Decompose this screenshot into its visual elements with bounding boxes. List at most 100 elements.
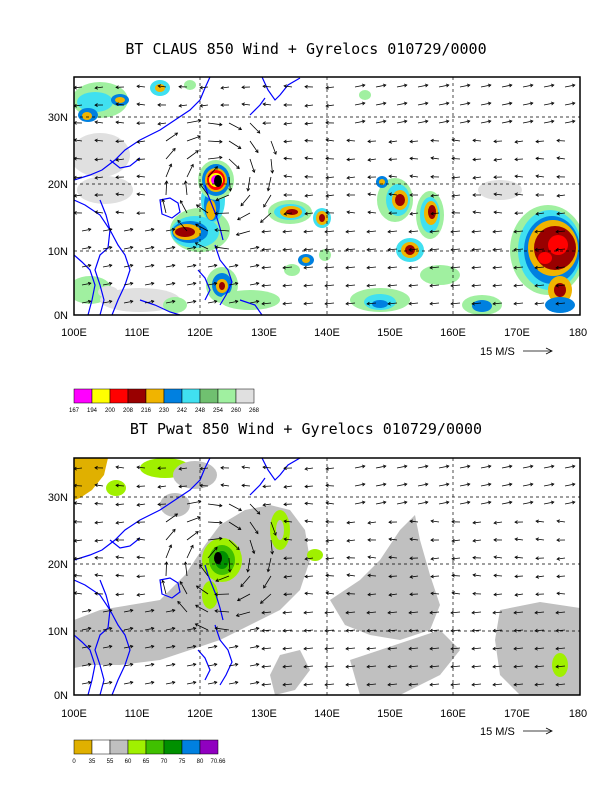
wind-vector bbox=[325, 575, 335, 577]
wind-vector-head bbox=[325, 156, 329, 161]
wind-vector-head bbox=[177, 600, 181, 605]
wind-vector bbox=[325, 665, 335, 668]
wind-vector-head bbox=[382, 119, 387, 124]
colorbar-swatch bbox=[163, 739, 183, 755]
wind-vector-head bbox=[450, 682, 454, 687]
wind-vector bbox=[247, 557, 251, 572]
wind-vector bbox=[514, 665, 524, 668]
wind-vector-head bbox=[256, 511, 261, 515]
wind-vector bbox=[543, 465, 554, 469]
wind-vector-head bbox=[136, 484, 140, 489]
colorbar-label: 194 bbox=[87, 408, 98, 414]
wind-vector-head bbox=[172, 147, 176, 152]
wind-vector-head bbox=[472, 555, 476, 560]
wind-vector-head bbox=[366, 664, 370, 669]
wind-vector bbox=[388, 302, 398, 305]
wind-vector bbox=[179, 581, 188, 595]
wind-vector-head bbox=[94, 501, 98, 506]
wind-vector-head bbox=[214, 546, 218, 551]
wind-vector-head bbox=[195, 223, 199, 228]
wind-vector bbox=[354, 84, 365, 88]
wind-vector bbox=[228, 645, 238, 649]
wind-vector bbox=[564, 102, 575, 106]
wind-vector bbox=[367, 302, 377, 305]
wind-vector-head bbox=[190, 163, 194, 168]
wind-vector-head bbox=[237, 145, 242, 149]
wind-vector-head bbox=[430, 174, 434, 179]
wind-vector bbox=[186, 681, 196, 685]
wind-vector-head bbox=[429, 265, 433, 270]
wind-vector bbox=[81, 246, 91, 250]
wind-vector-head bbox=[556, 211, 560, 216]
wind-vector bbox=[228, 663, 238, 667]
wind-vector bbox=[74, 158, 83, 160]
wind-vector bbox=[325, 485, 335, 487]
wind-vector bbox=[228, 681, 238, 685]
wind-vector-head bbox=[345, 229, 349, 234]
wind-vector bbox=[472, 139, 482, 142]
wind-vector bbox=[515, 140, 524, 143]
wind-vector bbox=[494, 193, 503, 196]
wind-vector-head bbox=[513, 229, 517, 234]
colorbar-swatch bbox=[73, 388, 93, 404]
wind-vector bbox=[207, 521, 223, 524]
wind-vector bbox=[237, 212, 251, 221]
wind-vector-head bbox=[472, 520, 476, 525]
wind-vector-head bbox=[529, 119, 534, 124]
wind-vector bbox=[304, 230, 314, 233]
wind-vector bbox=[236, 611, 251, 617]
wind-vector bbox=[165, 132, 178, 142]
wind-vector bbox=[459, 102, 470, 106]
vector-scale-arrow bbox=[523, 347, 553, 355]
wind-vector bbox=[144, 264, 154, 268]
wind-vector bbox=[304, 575, 314, 578]
wind-vector-head bbox=[324, 610, 328, 615]
wind-vector bbox=[186, 246, 196, 250]
wind-vector bbox=[262, 683, 272, 686]
wind-vector bbox=[270, 539, 273, 554]
wind-vector bbox=[207, 140, 222, 143]
wind-vector-head bbox=[150, 644, 155, 649]
wind-vector bbox=[137, 103, 146, 106]
wind-vector bbox=[74, 104, 83, 107]
wind-vector bbox=[263, 103, 272, 106]
wind-vector-head bbox=[492, 265, 496, 270]
wind-vector bbox=[177, 220, 188, 232]
wind-vector bbox=[514, 248, 524, 251]
wind-vector bbox=[137, 593, 146, 596]
wind-vector-head bbox=[261, 610, 265, 615]
wind-vector-head bbox=[535, 537, 539, 542]
wind-vector-head bbox=[325, 193, 329, 198]
wind-vector-head bbox=[345, 610, 349, 615]
wind-vector-head bbox=[174, 513, 179, 517]
wind-vector-head bbox=[430, 193, 434, 198]
wind-vector-head bbox=[262, 102, 266, 107]
wind-vector-head bbox=[472, 538, 476, 543]
wind-vector-head bbox=[535, 139, 539, 144]
wind-vector bbox=[158, 85, 167, 88]
wind-vector-head bbox=[556, 193, 560, 198]
wind-vector bbox=[74, 575, 83, 577]
wind-vector bbox=[430, 284, 440, 287]
wind-vector-head bbox=[150, 608, 155, 613]
wind-vector-head bbox=[94, 103, 98, 107]
wind-vector bbox=[325, 266, 335, 269]
wind-vector-head bbox=[234, 662, 239, 667]
wind-vector bbox=[304, 611, 314, 614]
wind-vector-head bbox=[136, 102, 140, 107]
wind-vector bbox=[409, 647, 419, 650]
wind-vector bbox=[430, 629, 440, 632]
wind-vector bbox=[283, 683, 293, 686]
wind-vector bbox=[410, 538, 419, 541]
wind-vector-head bbox=[194, 623, 199, 627]
wind-vector bbox=[270, 140, 277, 155]
wind-vector-head bbox=[556, 574, 560, 579]
wind-vector-head bbox=[555, 646, 559, 651]
wind-vector bbox=[228, 300, 238, 304]
wind-vector-head bbox=[366, 646, 370, 651]
wind-vector bbox=[165, 148, 176, 160]
wind-vector bbox=[74, 539, 83, 542]
wind-vector-head bbox=[197, 135, 201, 139]
wind-vector-head bbox=[157, 502, 161, 507]
wind-vector-head bbox=[150, 281, 155, 286]
